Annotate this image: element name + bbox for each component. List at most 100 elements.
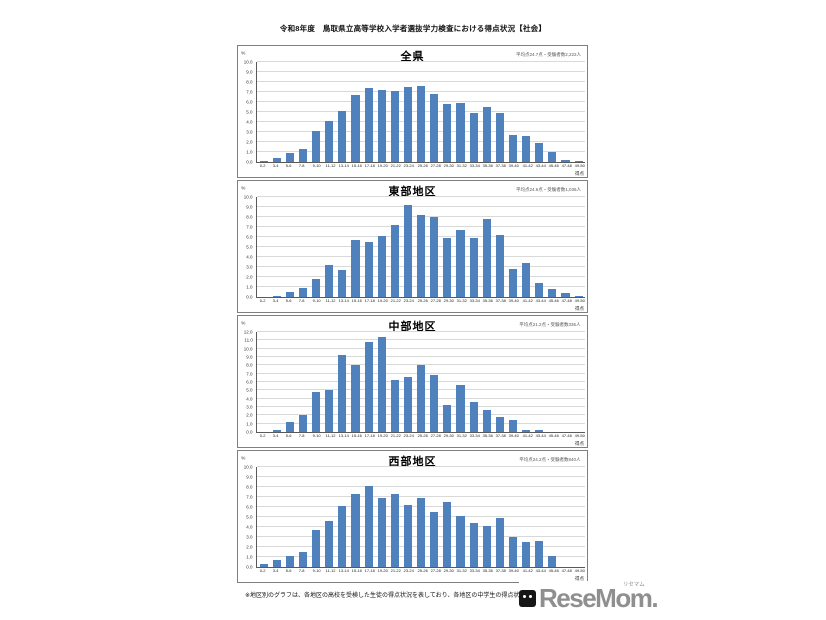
bar [469, 238, 478, 297]
bar-slot [283, 197, 296, 297]
bar [522, 429, 531, 432]
x-axis: 0-2 3-4 5-6 7-8 9-10 11-12 13-14 15-16 17-18 19-2… [256, 433, 585, 443]
x-tick-label: 39-40 [509, 298, 520, 303]
x-axis: 0-2 3-4 5-6 7-8 9-10 11-12 13-14 15-16 17-18 19-2… [256, 298, 585, 308]
bar [351, 95, 360, 162]
bar-slot [520, 332, 533, 432]
bar-slot [480, 197, 493, 297]
bar-slot [362, 62, 375, 162]
bar-slot [257, 197, 270, 297]
bar [548, 556, 557, 567]
bar-slot [415, 332, 428, 432]
bar [377, 498, 386, 567]
y-tick-label: 7.0 [246, 89, 253, 95]
y-tick-label: 10.0 [244, 464, 253, 470]
bar [259, 564, 268, 567]
bar [522, 136, 531, 162]
bar [312, 392, 321, 432]
y-tick-label: 7.0 [246, 224, 253, 230]
x-tick-label: 45-46 [548, 163, 559, 168]
bar-slot [388, 467, 401, 567]
y-axis-unit: % [241, 185, 246, 191]
bar [495, 113, 504, 162]
y-tick-label: 1.0 [246, 149, 253, 155]
y-tick-label: 4.0 [246, 254, 253, 260]
bar [456, 516, 465, 567]
bar-slot [520, 197, 533, 297]
bar-slot [336, 197, 349, 297]
x-tick-label: 21-22 [390, 433, 402, 438]
x-tick-label: 37-38 [495, 433, 507, 438]
y-tick-label: 8.0 [246, 214, 253, 220]
chart-panel-zenken: 全県 平均点24.7点・受験者数2,222人 % 0.0 1.0 2.0 3.0 4.0… [237, 45, 588, 178]
bar [535, 429, 544, 432]
bar-slot [572, 197, 585, 297]
y-axis: 0.0 1.0 2.0 3.0 4.0 5.0 6.0 7.0 8.0 9.0 10.0 11.0 12… [238, 330, 254, 435]
x-tick-label: 27-28 [430, 298, 441, 303]
y-tick-label: 9.0 [246, 204, 253, 210]
x-tick-label: 11-12 [325, 163, 336, 168]
x-tick-label: 0-2 [259, 163, 266, 168]
bar-slot [467, 197, 480, 297]
bar-slot [572, 467, 585, 567]
x-tick-label: 43-44 [535, 433, 546, 438]
bar-slot [349, 467, 362, 567]
bar [574, 296, 583, 297]
chart-annotation: 平均点24.6点・受験者数1,036人 [515, 187, 581, 192]
x-tick-label: 37-38 [495, 298, 507, 303]
y-tick-label: 6.0 [246, 504, 253, 510]
bar-slot [270, 62, 283, 162]
bar [443, 502, 452, 567]
x-tick-label: 49-50 [574, 568, 585, 573]
chart-title: 東部地区 [388, 186, 437, 198]
x-tick-label: 25-26 [417, 163, 428, 168]
bar-slot [401, 62, 414, 162]
x-tick-label: 9-10 [312, 298, 321, 303]
bar [272, 296, 281, 297]
x-tick-label: 33-34 [469, 298, 480, 303]
bar-slot [349, 62, 362, 162]
bar [443, 104, 452, 162]
bar-slot [296, 467, 309, 567]
x-tick-label: 5-6 [285, 568, 292, 573]
gridline [257, 71, 585, 72]
bar [535, 143, 544, 162]
bar-slot [493, 197, 506, 297]
bar [443, 238, 452, 297]
plot-area [256, 196, 585, 298]
y-tick-label: 0.0 [246, 429, 253, 435]
y-axis-unit: % [241, 50, 246, 56]
x-tick-label: 7-8 [299, 568, 305, 573]
bar-slot [533, 62, 546, 162]
y-tick-label: 10.0 [244, 346, 253, 352]
bar-slot [388, 332, 401, 432]
y-tick-label: 6.0 [246, 379, 253, 385]
x-tick-label: 47-48 [561, 568, 572, 573]
x-tick-label: 7-8 [299, 163, 305, 168]
gridline [257, 486, 585, 487]
bar-slot [546, 197, 559, 297]
x-tick-label: 5-6 [285, 163, 292, 168]
resemom-logo: ReseMom. リセマム [519, 581, 679, 619]
bar-slot [572, 332, 585, 432]
y-tick-label: 11.0 [244, 337, 253, 343]
logo-eye-icon [529, 595, 532, 598]
bar [469, 113, 478, 162]
bar [298, 414, 307, 432]
bar [403, 377, 412, 432]
y-tick-label: 7.0 [246, 494, 253, 500]
bar-slot [375, 467, 388, 567]
x-tick-label: 49-50 [574, 298, 585, 303]
x-tick-label: 17-18 [364, 163, 375, 168]
x-tick-label: 19-20 [377, 433, 388, 438]
bar-slot [310, 332, 323, 432]
bar-slot [270, 467, 283, 567]
bar [548, 289, 557, 297]
x-tick-label: 31-32 [456, 568, 467, 573]
bar-slot [336, 332, 349, 432]
bar [312, 530, 321, 567]
bar-slot [546, 62, 559, 162]
x-axis-label: 得点 [574, 171, 584, 176]
bar [351, 240, 360, 297]
bar [390, 379, 399, 432]
